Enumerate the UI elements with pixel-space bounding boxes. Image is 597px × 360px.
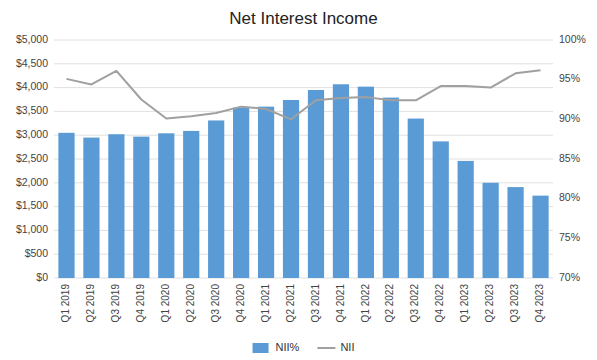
grid-line (54, 206, 553, 207)
x-tick-label: Q3 2022 (409, 284, 420, 323)
bar (183, 131, 199, 278)
title: Net Interest Income (229, 9, 377, 28)
legend-label: NII (340, 341, 354, 353)
grid-line (54, 230, 553, 231)
y2-tick-label: 80% (559, 191, 580, 203)
legend-swatch (317, 347, 335, 349)
y2-tick-label: 100% (559, 33, 586, 45)
y2-tick-label: 75% (559, 231, 580, 243)
bar (258, 107, 274, 278)
x-tick-label: Q2 2020 (185, 284, 196, 323)
y-tick-label: $2,000 (16, 176, 48, 188)
legend-item: NII% (253, 341, 300, 353)
x-tick-label: Q4 2020 (235, 284, 246, 323)
bar (383, 98, 399, 278)
marks (58, 70, 548, 278)
legend-item: NII (317, 341, 354, 353)
bar (133, 137, 149, 278)
bar (83, 138, 99, 278)
bar (433, 141, 449, 278)
y-tick-label: $4,000 (16, 80, 48, 92)
grid-line (54, 182, 553, 183)
x-tick-label: Q3 2019 (110, 284, 121, 323)
bar (233, 108, 249, 278)
x-tick-label: Q1 2020 (160, 284, 171, 323)
bar (308, 90, 324, 278)
y-tick-label: $5,000 (16, 33, 48, 45)
chart: Net Interest Income $0 $500 $1,000 $1,500 $2,… (0, 0, 597, 360)
bar (507, 187, 523, 278)
y2-tick-label: 90% (559, 112, 580, 124)
y-tick-label: $4,500 (16, 57, 48, 69)
bar (58, 133, 74, 278)
bar (208, 120, 224, 278)
y-tick-label: $2,500 (16, 152, 48, 164)
grid-line (54, 135, 553, 136)
x-tick-label: Q1 2023 (459, 284, 470, 323)
x-tick-label: Q4 2023 (534, 284, 545, 323)
grid-line (54, 159, 553, 160)
x-tick-label: Q2 2022 (384, 284, 395, 323)
axes: $0 $500 $1,000 $1,500 $2,000 $2,500 $3,000 $3,5… (16, 33, 586, 323)
x-tick-label: Q1 2021 (260, 284, 271, 323)
bar (458, 161, 474, 278)
x-tick-label: Q3 2023 (509, 284, 520, 323)
grid (54, 40, 553, 278)
x-tick-label: Q2 2021 (285, 284, 296, 323)
x-tick-label: Q4 2022 (434, 284, 445, 323)
y2-tick-label: 95% (559, 72, 580, 84)
legend-swatch (253, 343, 269, 353)
bar (283, 100, 299, 278)
grid-line (54, 254, 553, 255)
grid-line (54, 278, 553, 279)
bar (483, 183, 499, 278)
y-tick-label: $1,000 (16, 223, 48, 235)
bar (333, 84, 349, 278)
legend: NII% NII (253, 341, 355, 353)
x-tick-label: Q3 2021 (310, 284, 321, 323)
x-tick-label: Q3 2020 (210, 284, 221, 323)
legend-label: NII% (276, 341, 300, 353)
bar (358, 87, 374, 278)
grid-line (54, 40, 553, 41)
bar (108, 134, 124, 278)
bar (408, 119, 424, 278)
y-tick-label: $3,000 (16, 128, 48, 140)
y-tick-label: $500 (25, 247, 49, 259)
x-tick-label: Q2 2023 (484, 284, 495, 323)
line (66, 70, 540, 119)
bar (158, 133, 174, 278)
x-tick-label: Q1 2022 (360, 284, 371, 323)
page: {"chart_data": {"type": "bar", "title": … (0, 0, 597, 360)
grid-line (54, 63, 553, 64)
y-tick-label: $3,500 (16, 104, 48, 116)
x-tick-label: Q4 2021 (335, 284, 346, 323)
y2-tick-label: 70% (559, 271, 580, 283)
x-tick-label: Q2 2019 (85, 284, 96, 323)
bar (532, 196, 548, 278)
y-tick-label: $0 (36, 271, 48, 283)
y2-tick-label: 85% (559, 152, 580, 164)
x-tick-label: Q4 2019 (135, 284, 146, 323)
y-tick-label: $1,500 (16, 199, 48, 211)
x-tick-label: Q1 2019 (60, 284, 71, 323)
